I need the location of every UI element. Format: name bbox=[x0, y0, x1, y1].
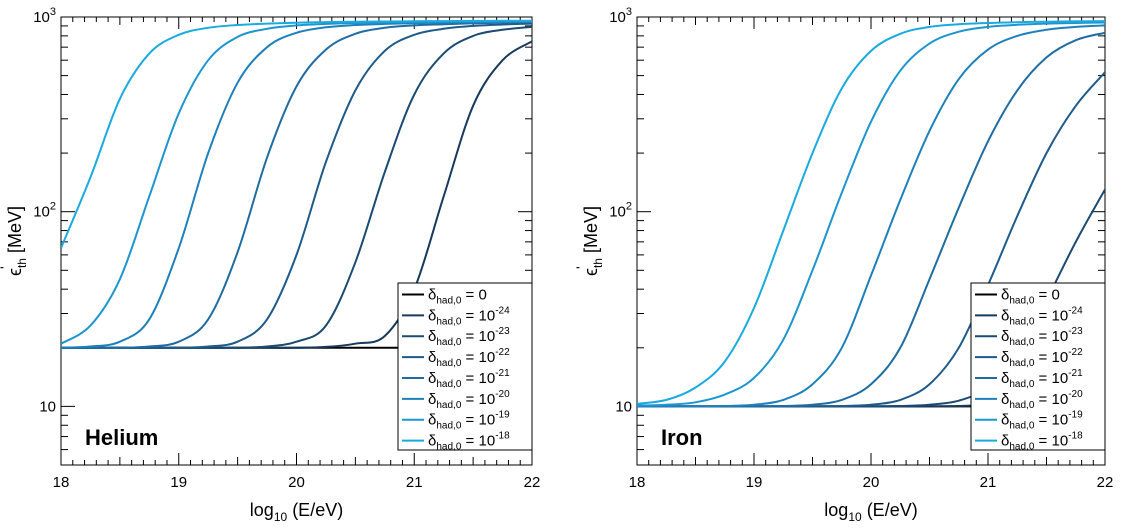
y-tick-label: 102 bbox=[609, 201, 632, 221]
legend-entry: δhad,0 = 0 bbox=[1001, 286, 1060, 306]
chart-panel-left: 18 19 20 21 22 10 102 103 log10 (E/eV) ϵth [MeV]'… bbox=[0, 6, 540, 524]
legend-entry: δhad,0 = 10-20 bbox=[428, 389, 510, 411]
series-group bbox=[61, 19, 532, 349]
x-axis-label: log10 (E/eV) bbox=[824, 500, 917, 524]
x-tick-label: 19 bbox=[746, 474, 763, 491]
x-axis-label: log10 (E/eV) bbox=[250, 500, 343, 524]
x-tick-label: 20 bbox=[863, 474, 880, 491]
legend-entry: δhad,0 = 10-23 bbox=[428, 326, 510, 348]
y-tick-label: 102 bbox=[33, 201, 56, 221]
series-line-5 bbox=[637, 24, 1105, 408]
x-tick-label: 21 bbox=[406, 474, 423, 491]
legend-box bbox=[970, 282, 1106, 451]
legend-entry: δhad,0 = 10-22 bbox=[1001, 347, 1083, 369]
chart-panel-right: 18 19 20 21 22 10 102 103 log10 (E/eV) ϵth [MeV]'… bbox=[573, 6, 1113, 524]
x-tick-label: 18 bbox=[629, 474, 646, 491]
y-axis-label: ϵth [MeV] bbox=[5, 206, 29, 276]
legend-entry: δhad,0 = 10-19 bbox=[1001, 410, 1083, 432]
legend-entry: δhad,0 = 10-23 bbox=[1001, 326, 1083, 348]
legend-entry: δhad,0 = 0 bbox=[428, 286, 487, 306]
panel-annotation: Iron bbox=[661, 425, 703, 450]
x-tick-label: 22 bbox=[1097, 474, 1114, 491]
x-tick-label: 22 bbox=[524, 474, 541, 491]
legend-entry: δhad,0 = 10-19 bbox=[428, 410, 510, 432]
y-tick-label: 10 bbox=[615, 398, 632, 415]
y-axis-label-prime: ' bbox=[0, 266, 13, 269]
legend-entry: δhad,0 = 10-24 bbox=[1001, 305, 1083, 327]
y-tick-label: 10 bbox=[39, 398, 56, 415]
x-tick-label: 18 bbox=[53, 474, 70, 491]
y-axis-label: ϵth [MeV] bbox=[581, 206, 605, 276]
legend-box bbox=[397, 282, 533, 451]
y-tick-label: 103 bbox=[609, 6, 632, 26]
series-line-7 bbox=[61, 19, 532, 249]
legend-entry: δhad,0 = 10-18 bbox=[1001, 431, 1083, 453]
legend-entry: δhad,0 = 10-21 bbox=[428, 368, 510, 390]
y-axis-label-prime: ' bbox=[573, 266, 589, 269]
y-tick-label: 103 bbox=[33, 6, 56, 26]
series-line-7 bbox=[637, 20, 1105, 405]
x-tick-label: 21 bbox=[980, 474, 997, 491]
x-tick-label: 20 bbox=[288, 474, 305, 491]
x-tick-label: 19 bbox=[170, 474, 187, 491]
legend-entry: δhad,0 = 10-22 bbox=[428, 347, 510, 369]
panel-annotation: Helium bbox=[85, 425, 158, 450]
legend-entry: δhad,0 = 10-18 bbox=[428, 431, 510, 453]
series-line-6 bbox=[637, 21, 1105, 407]
legend-entry: δhad,0 = 10-20 bbox=[1001, 389, 1083, 411]
legend-entry: δhad,0 = 10-21 bbox=[1001, 368, 1083, 390]
series-line-4 bbox=[61, 21, 532, 349]
legend-entry: δhad,0 = 10-24 bbox=[428, 305, 510, 327]
